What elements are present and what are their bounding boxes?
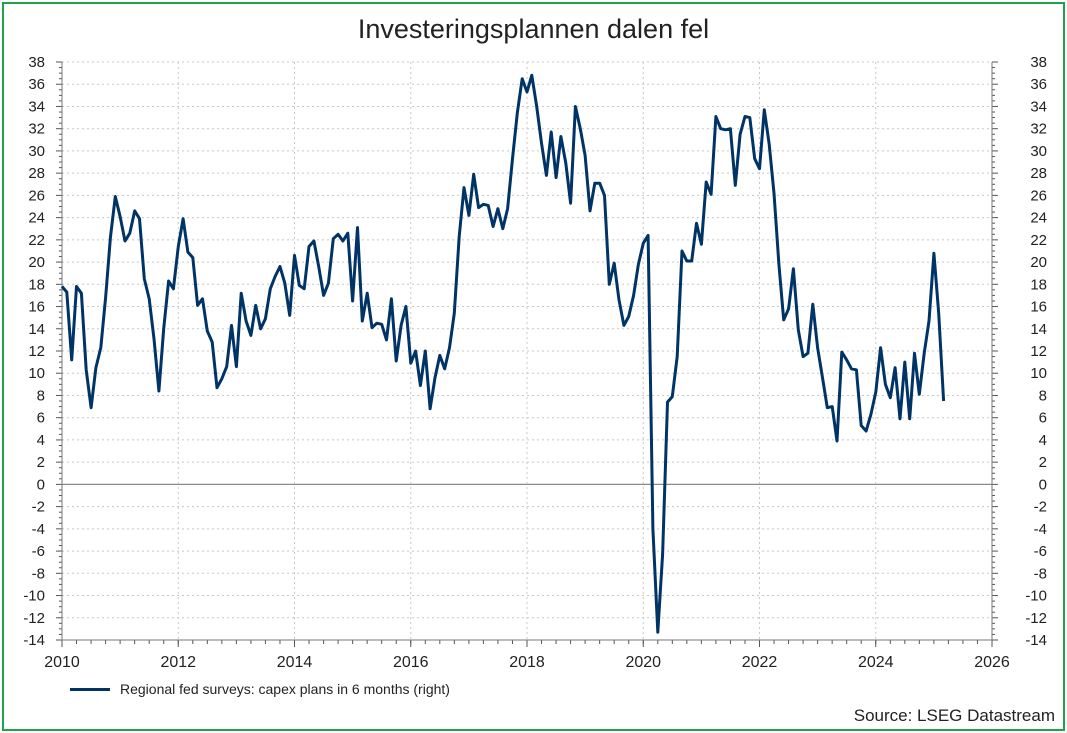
x-tick-label: 2016 [393, 654, 429, 671]
y-tick-label-left: 4 [37, 432, 45, 449]
y-tick-label-left: -14 [23, 632, 45, 649]
y-tick-label-right: 30 [1030, 143, 1047, 160]
y-tick-label-right: 36 [1030, 76, 1047, 93]
y-tick-label-right: -10 [1025, 588, 1047, 605]
y-tick-label-left: -8 [32, 565, 45, 582]
y-tick-label-right: -14 [1025, 632, 1047, 649]
legend-swatch [70, 687, 110, 691]
x-tick-label: 2018 [509, 654, 545, 671]
y-tick-label-left: 14 [28, 321, 45, 338]
series-line [60, 73, 946, 634]
y-tick-label-right: 32 [1030, 121, 1047, 138]
chart-title: Investeringsplannen dalen fel [357, 14, 710, 44]
y-tick-label-left: 24 [28, 210, 45, 227]
y-tick-label-right: 12 [1030, 343, 1047, 360]
y-tick-label-left: -2 [32, 499, 45, 516]
y-tick-label-right: 26 [1030, 187, 1047, 204]
y-tick-label-right: 18 [1030, 276, 1047, 293]
legend-label: Regional fed surveys: capex plans in 6 m… [120, 681, 450, 697]
y-tick-label-right: 24 [1030, 210, 1047, 227]
x-tick-label: 2010 [44, 654, 80, 671]
y-tick-label-right: 8 [1039, 387, 1047, 404]
y-tick-label-right: -12 [1025, 610, 1047, 627]
y-tick-label-left: 28 [28, 165, 45, 182]
y-tick-label-right: -2 [1034, 499, 1047, 516]
x-tick-label: 2012 [160, 654, 196, 671]
y-tick-label-left: 36 [28, 76, 45, 93]
y-tick-label-right: 2 [1039, 454, 1047, 471]
y-tick-label-left: 22 [28, 232, 45, 249]
y-tick-label-left: 34 [28, 98, 45, 115]
y-tick-label-left: 38 [28, 54, 45, 71]
x-tick-label: 2026 [974, 654, 1010, 671]
y-tick-label-right: 10 [1030, 365, 1047, 382]
y-tick-label-left: 20 [28, 254, 45, 271]
legend: Regional fed surveys: capex plans in 6 m… [70, 681, 450, 697]
y-tick-label-left: 0 [37, 476, 45, 493]
y-tick-label-right: -8 [1034, 565, 1047, 582]
y-tick-label-left: 2 [37, 454, 45, 471]
y-tick-label-right: 6 [1039, 410, 1047, 427]
y-tick-label-left: 30 [28, 143, 45, 160]
y-tick-label-left: 12 [28, 343, 45, 360]
y-tick-label-right: 16 [1030, 299, 1047, 316]
y-tick-label-right: 4 [1039, 432, 1047, 449]
y-tick-label-left: 32 [28, 121, 45, 138]
y-tick-label-left: 16 [28, 299, 45, 316]
y-tick-label-right: -6 [1034, 543, 1047, 560]
y-tick-label-right: 0 [1039, 476, 1047, 493]
x-tick-label: 2020 [625, 654, 661, 671]
y-tick-label-right: 14 [1030, 321, 1047, 338]
y-tick-label-right: 22 [1030, 232, 1047, 249]
y-tick-label-left: 8 [37, 387, 45, 404]
y-tick-label-left: 26 [28, 187, 45, 204]
y-tick-label-left: 10 [28, 365, 45, 382]
y-tick-label-left: 18 [28, 276, 45, 293]
x-tick-label: 2024 [858, 654, 894, 671]
y-tick-label-left: 6 [37, 410, 45, 427]
y-tick-label-left: -12 [23, 610, 45, 627]
y-tick-label-right: 20 [1030, 254, 1047, 271]
x-tick-label: 2022 [742, 654, 778, 671]
y-tick-label-left: -4 [32, 521, 45, 538]
y-tick-label-right: 38 [1030, 54, 1047, 71]
y-tick-label-right: -4 [1034, 521, 1047, 538]
y-tick-label-left: -6 [32, 543, 45, 560]
y-tick-label-left: -10 [23, 588, 45, 605]
x-tick-label: 2014 [277, 654, 313, 671]
y-tick-label-right: 34 [1030, 98, 1047, 115]
y-tick-label-right: 28 [1030, 165, 1047, 182]
source-note: Source: LSEG Datastream [853, 706, 1055, 725]
